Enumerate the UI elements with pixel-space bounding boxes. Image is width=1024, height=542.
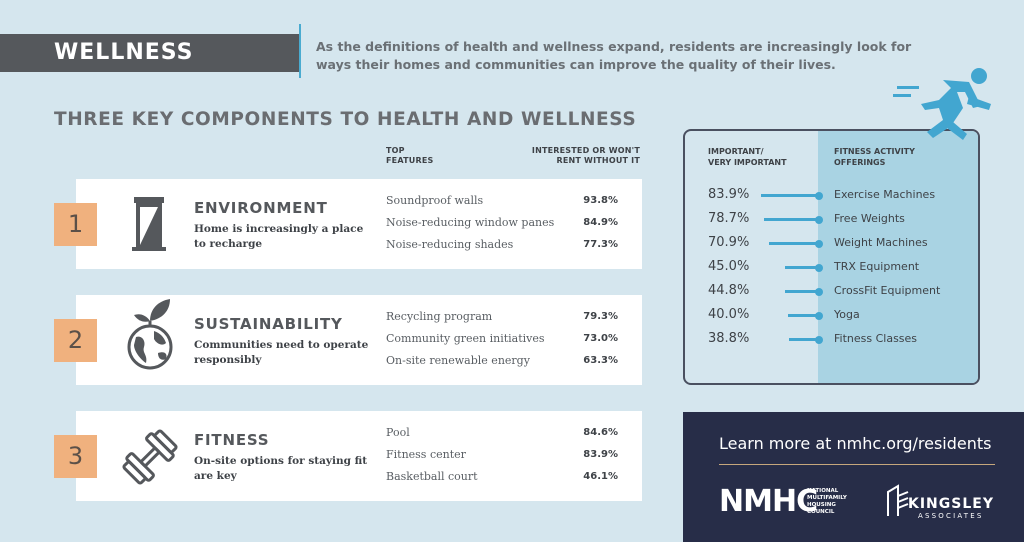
- tag-divider: [299, 24, 301, 78]
- fitness-row-dot: [815, 191, 823, 200]
- component-title: ENVIRONMENT: [194, 199, 328, 217]
- fitness-row-percent: 44.8%: [708, 283, 750, 298]
- fitness-row-bar: [764, 218, 819, 221]
- column-header-line: TOP: [386, 146, 405, 155]
- fitness-row-bar: [788, 314, 819, 317]
- fitness-row-bar: [785, 290, 819, 293]
- fitness-row-percent: 38.8%: [708, 331, 750, 346]
- header-line: FITNESS ACTIVITY: [834, 147, 915, 156]
- column-header-line: FEATURES: [386, 156, 434, 165]
- fitness-row-percent: 78.7%: [708, 211, 750, 226]
- fitness-row-dot: [815, 239, 823, 248]
- feature-name: Noise-reducing window panes: [386, 216, 555, 229]
- fitness-row-label: Weight Machines: [834, 236, 928, 249]
- fitness-row-bar: [789, 338, 819, 341]
- feature-name: Pool: [386, 426, 410, 439]
- wellness-tag: WELLNESS: [0, 34, 300, 72]
- feature-name: On-site renewable energy: [386, 354, 530, 367]
- fitness-row-bar: [785, 266, 819, 269]
- importance-header: IMPORTANT/ VERY IMPORTANT: [708, 146, 787, 168]
- fitness-row-bar: [769, 242, 819, 245]
- feature-percent: 93.8%: [583, 195, 618, 206]
- fitness-row-dot: [815, 311, 823, 320]
- fitness-row-dot: [815, 215, 823, 224]
- feature-percent: 46.1%: [583, 471, 618, 482]
- logo-text-line: NATIONAL: [807, 488, 839, 494]
- column-header-features: TOP FEATURES: [386, 146, 433, 166]
- fitness-row-dot: [815, 287, 823, 296]
- fitness-row-bar: [761, 194, 819, 197]
- fitness-row-label: Fitness Classes: [834, 332, 918, 345]
- fitness-row-label: Free Weights: [834, 212, 905, 225]
- component-title: SUSTAINABILITY: [194, 315, 343, 333]
- header-line: VERY IMPORTANT: [708, 158, 787, 167]
- component-card-fitness: FITNESS On-site options for staying fit …: [76, 411, 642, 501]
- fitness-row-label: CrossFit Equipment: [834, 284, 941, 297]
- logo-text-line: MULTIFAMILY: [807, 495, 847, 501]
- fitness-row-percent: 70.9%: [708, 235, 750, 250]
- door-icon: [132, 197, 166, 251]
- column-header-interest: INTERESTED OR WON'T RENT WITHOUT IT: [490, 146, 640, 166]
- footer: Learn more at nmhc.org/residents NMHC NA…: [683, 412, 1024, 542]
- component-title: FITNESS: [194, 431, 270, 449]
- kingsley-logo-text: KINGSLEY: [908, 496, 994, 512]
- column-header-line: RENT WITHOUT IT: [556, 156, 640, 165]
- nmhc-logo: NMHC: [719, 484, 818, 519]
- feature-name: Soundproof walls: [386, 194, 484, 207]
- runner-icon: [893, 68, 991, 140]
- intro-text: As the definitions of health and wellnes…: [316, 39, 912, 72]
- fitness-activity-panel: IMPORTANT/ VERY IMPORTANT FITNESS ACTIVI…: [683, 129, 980, 385]
- feature-percent: 73.0%: [583, 333, 618, 344]
- footer-divider: [719, 464, 995, 465]
- learn-more-link[interactable]: Learn more at nmhc.org/residents: [719, 434, 992, 453]
- fitness-row-dot: [815, 263, 823, 272]
- feature-name: Fitness center: [386, 448, 466, 461]
- component-description: Communities need to operate responsibly: [194, 339, 369, 366]
- fitness-row-label: Yoga: [834, 308, 860, 321]
- feature-percent: 79.3%: [583, 311, 618, 322]
- feature-percent: 84.9%: [583, 217, 618, 228]
- feature-percent: 84.6%: [583, 427, 618, 438]
- fitness-row-label: TRX Equipment: [834, 260, 920, 273]
- kingsley-logo-subtext: ASSOCIATES: [918, 512, 984, 520]
- component-number: 2: [54, 319, 97, 362]
- feature-name: Basketball court: [386, 470, 478, 483]
- feature-percent: 63.3%: [583, 355, 618, 366]
- fitness-offerings-column: [818, 131, 978, 383]
- dumbbell-icon: [122, 429, 178, 485]
- component-description: Home is increasingly a place to recharge: [194, 223, 364, 250]
- fitness-row-dot: [815, 335, 823, 344]
- fitness-row-label: Exercise Machines: [834, 188, 936, 201]
- offerings-header: FITNESS ACTIVITY OFFERINGS: [834, 146, 915, 168]
- fitness-row-percent: 45.0%: [708, 259, 750, 274]
- component-description: On-site options for staying fit are key: [194, 455, 368, 482]
- column-header-line: INTERESTED OR WON'T: [531, 146, 640, 155]
- kingsley-building-icon: [887, 484, 909, 516]
- section-title: THREE KEY COMPONENTS TO HEALTH AND WELLN…: [54, 109, 637, 130]
- nmhc-logo-subtext: NATIONAL MULTIFAMILY HOUSING COUNCIL: [807, 488, 867, 516]
- fitness-row-percent: 83.9%: [708, 187, 750, 202]
- fitness-row-percent: 40.0%: [708, 307, 750, 322]
- feature-percent: 83.9%: [583, 449, 618, 460]
- header-line: IMPORTANT/: [708, 147, 764, 156]
- feature-name: Community green initiatives: [386, 332, 545, 345]
- logo-text-line: HOUSING: [807, 502, 836, 508]
- feature-percent: 77.3%: [583, 239, 618, 250]
- feature-name: Noise-reducing shades: [386, 238, 514, 251]
- component-number: 3: [54, 435, 97, 478]
- logo-text-line: COUNCIL: [807, 509, 835, 515]
- header-line: OFFERINGS: [834, 158, 886, 167]
- feature-name: Recycling program: [386, 310, 493, 323]
- globe-leaf-icon: [127, 299, 173, 370]
- component-card-environment: ENVIRONMENT Home is increasingly a place…: [76, 179, 642, 269]
- component-number: 1: [54, 203, 97, 246]
- component-card-sustainability: SUSTAINABILITY Communities need to opera…: [76, 295, 642, 385]
